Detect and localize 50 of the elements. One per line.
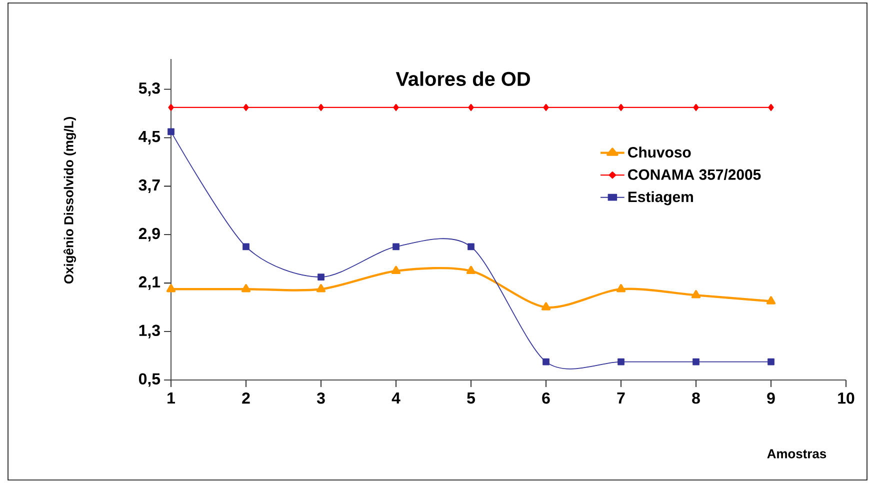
y-axis-title: Oxigênio Dissolvido (mg/L) (64, 117, 76, 284)
point (318, 104, 324, 112)
y-tick-label: 0,5 (138, 373, 160, 387)
y-tick-label: 2,1 (138, 276, 160, 290)
x-axis-title: Amostras (767, 449, 826, 458)
x-tick-label: 10 (838, 392, 854, 404)
point (768, 358, 774, 366)
x-tick-label: 4 (392, 392, 400, 404)
point (166, 284, 176, 292)
point (168, 104, 174, 112)
point (316, 284, 326, 292)
point (616, 284, 626, 292)
point (618, 358, 624, 366)
point (392, 243, 400, 250)
x-tick-label: 5 (467, 392, 475, 404)
point (391, 266, 401, 274)
point (766, 296, 776, 304)
point (768, 104, 774, 112)
point (468, 243, 474, 250)
legend-label: CONAMA 357/2005 (628, 168, 761, 180)
point (168, 128, 174, 136)
point (693, 104, 699, 112)
point (318, 274, 324, 280)
point (466, 266, 476, 274)
legend-label: Estiagem (628, 191, 693, 206)
point (243, 104, 249, 112)
legend-label: Chuvoso (628, 146, 691, 158)
point (543, 104, 549, 112)
point (242, 243, 250, 250)
point (618, 104, 624, 112)
point (468, 104, 474, 112)
y-tick-label: 3,7 (138, 179, 160, 193)
chart-title: Valores de OD (396, 71, 530, 86)
x-tick-label: 9 (767, 392, 775, 404)
y-tick-label: 2,9 (138, 228, 160, 242)
x-tick-label: 8 (692, 392, 700, 404)
x-tick-label: 1 (168, 392, 175, 404)
point (692, 358, 700, 366)
point (541, 302, 551, 310)
point (691, 290, 701, 298)
point (393, 104, 399, 112)
x-tick-label: 7 (617, 392, 625, 404)
x-tick-label: 2 (242, 392, 250, 404)
y-tick-label: 1,3 (139, 324, 160, 338)
x-tick-label: 6 (542, 392, 550, 404)
x-tick-label: 3 (316, 392, 325, 404)
y-tick-label: 4,5 (138, 131, 160, 144)
point (241, 284, 251, 292)
y-tick-label: 5,3 (138, 82, 160, 96)
point (542, 358, 550, 366)
